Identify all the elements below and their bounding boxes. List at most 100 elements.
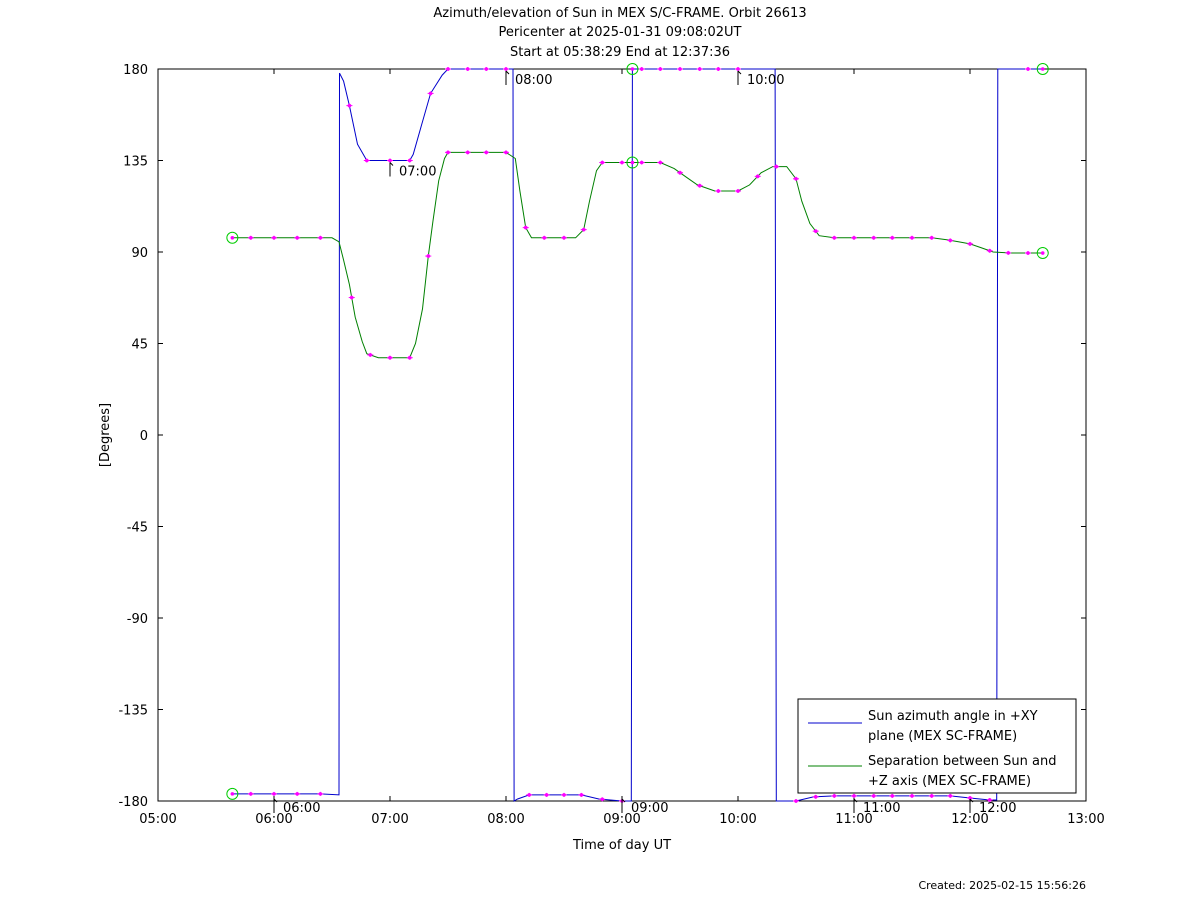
data-marker — [294, 235, 301, 240]
endpoint-circle-0 — [226, 787, 239, 800]
data-marker — [387, 355, 393, 360]
time-annotation-4: 10:00 — [737, 70, 784, 88]
legend: Sun azimuth angle in +XY plane (MEX SC-F… — [797, 698, 1077, 794]
annotation-label-6: 12:00 — [979, 801, 1016, 816]
data-marker — [363, 158, 370, 163]
data-marker — [870, 793, 877, 798]
chart-title-line-1: Azimuth/elevation of Sun in MEX S/C-FRAM… — [433, 6, 806, 21]
data-marker — [619, 160, 625, 165]
data-marker — [1005, 250, 1012, 255]
data-marker — [696, 67, 703, 71]
data-marker — [928, 793, 935, 798]
data-marker — [793, 799, 799, 803]
data-marker — [986, 248, 993, 253]
annotation-hook-tip-3 — [621, 798, 626, 803]
chart-title-line-3: Start at 05:38:29 End at 12:37:36 — [510, 45, 730, 60]
y-tick-label-5: -45 — [127, 521, 148, 536]
endpoint-dot-3 — [1040, 251, 1045, 255]
annotation-hook-tip-4 — [737, 70, 742, 75]
axis-ticks: 05:00 06:00 07:00 08:00 09:00 10:00 11:00 12:00… — [118, 63, 1104, 827]
created-timestamp: Created: 2025-02-15 15:56:26 — [918, 879, 1086, 892]
time-annotation-1: 07:00 — [389, 162, 436, 180]
data-marker — [561, 792, 567, 797]
data-marker — [773, 164, 780, 169]
data-marker — [247, 791, 254, 796]
data-marker — [580, 227, 587, 232]
data-marker — [909, 793, 915, 798]
data-marker — [735, 67, 741, 71]
legend-label-azimuth-line-1: Sun azimuth angle in +XY — [868, 709, 1038, 724]
endpoint-circle-2 — [1036, 63, 1049, 75]
data-marker — [503, 150, 509, 155]
data-marker — [348, 295, 355, 300]
data-marker — [406, 158, 413, 163]
data-marker — [889, 793, 896, 798]
data-marker — [677, 170, 683, 175]
y-tick-label-0: 180 — [123, 63, 148, 78]
annotation-hook-tip-1 — [389, 162, 394, 166]
x-tick-label-4: 09:00 — [603, 812, 640, 827]
y-axis-label: [Degrees] — [98, 403, 113, 467]
time-annotation-0: 06:00 — [273, 798, 320, 816]
x-tick-label-2: 07:00 — [371, 812, 408, 827]
time-annotations: 06:00 07:00 08:00 09:00 10:00 11:00 12:00 — [273, 70, 1016, 816]
data-marker — [346, 103, 353, 108]
data-markers — [226, 63, 1049, 803]
data-marker — [677, 67, 683, 71]
endpoint-dot-5 — [630, 160, 635, 165]
data-marker — [483, 67, 490, 71]
y-tick-label-3: 45 — [131, 338, 148, 353]
data-marker — [735, 189, 741, 193]
data-marker — [271, 791, 277, 796]
data-marker — [909, 235, 915, 240]
data-marker — [387, 158, 393, 163]
data-marker — [541, 235, 548, 240]
data-marker — [464, 150, 471, 155]
time-annotation-5: 11:00 — [853, 798, 900, 816]
annotation-hook-tip-6 — [969, 798, 974, 803]
endpoint-circle-5 — [626, 156, 639, 169]
data-marker — [870, 235, 877, 240]
x-tick-label-5: 10:00 — [719, 812, 756, 827]
data-marker — [526, 792, 533, 797]
legend-label-separation-line-1: Separation between Sun and — [868, 754, 1056, 769]
data-marker — [638, 67, 645, 71]
data-marker — [657, 160, 664, 165]
data-marker — [1025, 251, 1031, 256]
endpoint-dot-2 — [1040, 67, 1045, 71]
data-marker — [986, 797, 993, 802]
endpoint-circle-3 — [1036, 247, 1049, 260]
data-marker — [793, 176, 799, 181]
data-marker — [503, 67, 509, 71]
data-marker — [561, 235, 567, 240]
endpoint-dot-4 — [630, 67, 635, 71]
data-marker — [367, 352, 374, 357]
data-marker — [599, 160, 606, 165]
y-tick-label-1: 135 — [123, 155, 148, 170]
x-axis-label: Time of day UT — [572, 838, 671, 853]
endpoint-circle-4 — [626, 63, 639, 75]
series-lines — [232, 68, 1043, 802]
data-marker — [812, 229, 819, 234]
data-marker — [406, 355, 413, 360]
x-tick-label-6: 11:00 — [835, 812, 872, 827]
annotation-label-3: 09:00 — [631, 801, 668, 816]
data-marker — [947, 793, 954, 798]
annotation-label-0: 06:00 — [283, 801, 320, 816]
data-marker — [317, 235, 324, 240]
data-marker — [522, 225, 529, 230]
endpoint-dot-0 — [230, 792, 235, 796]
data-marker — [425, 254, 432, 259]
legend-label-separation-line-2: +Z axis (MEX SC-FRAME) — [868, 774, 1031, 789]
data-marker — [928, 235, 935, 240]
plot-border — [157, 68, 1087, 802]
data-marker — [271, 235, 277, 240]
endpoint-dot-1 — [230, 235, 235, 240]
data-marker — [578, 792, 585, 797]
data-marker — [715, 189, 722, 193]
data-marker — [754, 174, 761, 179]
annotation-label-5: 11:00 — [863, 801, 900, 816]
y-tick-label-8: -180 — [118, 795, 148, 810]
y-tick-label-4: 0 — [140, 429, 148, 444]
